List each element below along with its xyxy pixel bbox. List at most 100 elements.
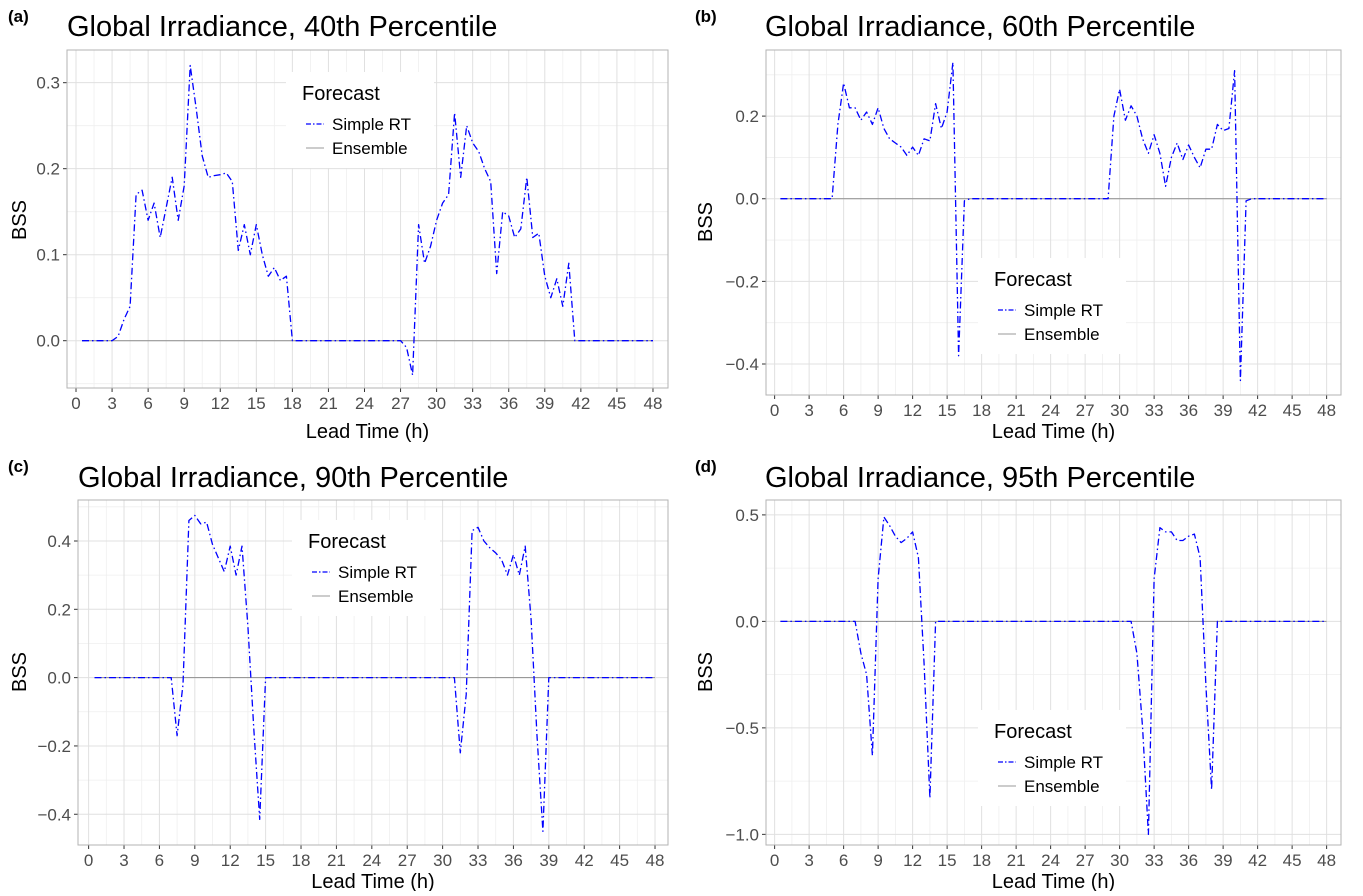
- x-tick-label: 21: [319, 394, 338, 413]
- y-tick-label: −0.5: [725, 719, 759, 738]
- x-tick-label: 21: [1007, 401, 1026, 420]
- x-tick-label: 45: [1283, 401, 1302, 420]
- legend: Forecast Simple RT Ensemble: [978, 710, 1126, 806]
- x-tick-label: 24: [1041, 401, 1060, 420]
- x-tick-label: 15: [247, 394, 266, 413]
- series-line-simple-rt: [780, 61, 1327, 382]
- x-tick-label: 24: [355, 394, 374, 413]
- legend-title: Forecast: [302, 83, 380, 105]
- panel-tag: (d): [695, 457, 717, 476]
- x-tick-label: 27: [391, 394, 410, 413]
- x-tick-label: 6: [155, 851, 164, 870]
- x-tick-label: 21: [327, 851, 346, 870]
- x-tick-label: 39: [535, 394, 554, 413]
- legend-title: Forecast: [994, 721, 1072, 743]
- y-axis-title: BSS: [695, 652, 717, 692]
- x-tick-label: 33: [1145, 851, 1164, 870]
- x-tick-label: 18: [972, 401, 991, 420]
- y-axis-title: BSS: [9, 200, 31, 240]
- series-line-simple-rt: [780, 516, 1327, 836]
- y-tick-label: 0.3: [36, 74, 60, 93]
- chart-title: Global Irradiance, 95th Percentile: [765, 462, 1195, 494]
- legend-label: Simple RT: [332, 115, 411, 134]
- panel-tag: (b): [695, 7, 717, 26]
- legend-title: Forecast: [308, 531, 386, 553]
- y-tick-label: 0.0: [47, 669, 71, 688]
- x-tick-label: 0: [770, 401, 779, 420]
- x-tick-label: 12: [903, 401, 922, 420]
- x-tick-label: 12: [903, 851, 922, 870]
- y-tick-label: −0.2: [725, 272, 759, 291]
- x-tick-label: 48: [646, 851, 665, 870]
- x-tick-label: 39: [1214, 851, 1233, 870]
- x-tick-label: 48: [1317, 851, 1336, 870]
- x-tick-label: 3: [804, 851, 813, 870]
- x-tick-label: 39: [1214, 401, 1233, 420]
- x-tick-label: 33: [469, 851, 488, 870]
- x-tick-label: 33: [463, 394, 482, 413]
- y-tick-label: 0.5: [735, 506, 759, 525]
- x-tick-label: 0: [770, 851, 779, 870]
- x-axis-title: Lead Time (h): [992, 421, 1115, 443]
- legend-background: [286, 72, 434, 168]
- x-tick-label: 15: [256, 851, 275, 870]
- x-tick-label: 36: [1179, 401, 1198, 420]
- x-tick-label: 9: [873, 851, 882, 870]
- x-tick-label: 39: [539, 851, 558, 870]
- x-tick-label: 45: [610, 851, 629, 870]
- x-tick-label: 36: [499, 394, 518, 413]
- legend-label: Ensemble: [332, 139, 408, 158]
- y-tick-label: −0.4: [37, 805, 71, 824]
- x-tick-label: 42: [575, 851, 594, 870]
- legend: Forecast Simple RT Ensemble: [978, 258, 1126, 354]
- x-tick-label: 3: [804, 401, 813, 420]
- x-tick-label: 36: [1179, 851, 1198, 870]
- x-tick-label: 36: [504, 851, 523, 870]
- y-tick-label: 0.1: [36, 246, 60, 265]
- x-tick-label: 48: [1317, 401, 1336, 420]
- plot-border: [77, 499, 669, 846]
- x-tick-label: 24: [362, 851, 381, 870]
- x-tick-label: 30: [433, 851, 452, 870]
- x-tick-label: 24: [1041, 851, 1060, 870]
- series-line-simple-rt: [82, 64, 653, 376]
- y-tick-label: −0.4: [725, 355, 759, 374]
- legend-label: Ensemble: [1024, 777, 1100, 796]
- x-tick-label: 48: [644, 394, 663, 413]
- y-tick-label: 0.2: [36, 160, 60, 179]
- x-tick-label: 6: [839, 851, 848, 870]
- x-tick-label: 42: [1248, 401, 1267, 420]
- chart-title: Global Irradiance, 40th Percentile: [67, 11, 497, 43]
- x-tick-label: 27: [398, 851, 417, 870]
- chart-title: Global Irradiance, 60th Percentile: [765, 11, 1195, 43]
- x-tick-label: 18: [972, 851, 991, 870]
- y-tick-label: 0.0: [735, 612, 759, 631]
- x-tick-label: 18: [283, 394, 302, 413]
- legend-background: [292, 520, 440, 616]
- x-tick-label: 30: [1110, 401, 1129, 420]
- y-axis-title: BSS: [695, 202, 717, 242]
- plot-border: [765, 49, 1342, 396]
- y-tick-label: −0.2: [37, 737, 71, 756]
- x-tick-label: 30: [427, 394, 446, 413]
- x-tick-label: 21: [1007, 851, 1026, 870]
- legend-background: [978, 258, 1126, 354]
- x-tick-label: 42: [571, 394, 590, 413]
- chart-title: Global Irradiance, 90th Percentile: [78, 462, 508, 494]
- x-tick-label: 0: [71, 394, 80, 413]
- x-tick-label: 12: [211, 394, 230, 413]
- x-tick-label: 9: [190, 851, 199, 870]
- x-tick-label: 27: [1076, 851, 1095, 870]
- plot-border: [765, 499, 1342, 846]
- legend-label: Simple RT: [1024, 753, 1103, 772]
- series-line-simple-rt: [94, 514, 655, 832]
- plot-border: [66, 49, 669, 389]
- chart-panel-b: (b) Global Irradiance, 60th Percentile 0 3 6…: [695, 7, 1342, 443]
- x-tick-label: 9: [873, 401, 882, 420]
- x-tick-label: 12: [221, 851, 240, 870]
- x-axis-title: Lead Time (h): [311, 871, 434, 891]
- y-tick-label: 0.0: [735, 190, 759, 209]
